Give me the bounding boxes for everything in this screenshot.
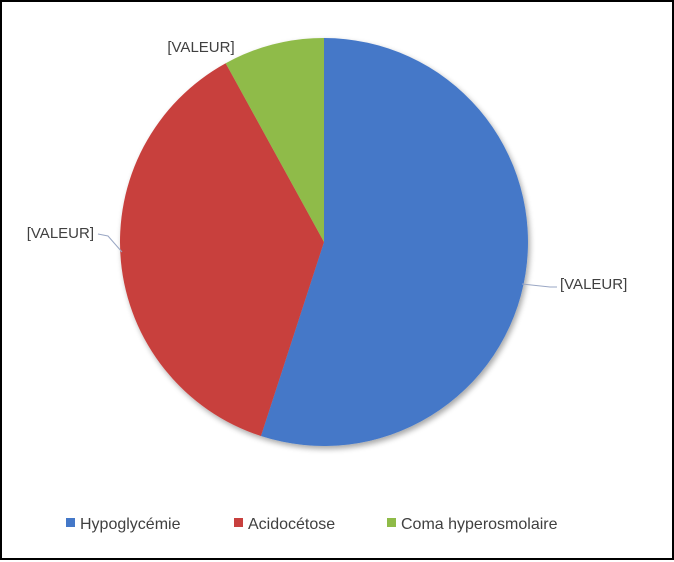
legend-label: Coma hyperosmolaire <box>401 516 558 533</box>
legend-label: Hypoglycémie <box>80 516 181 533</box>
legend: Hypoglycémie Acidocétose Coma hyperosmolai… <box>66 516 558 533</box>
legend-swatch <box>66 518 75 527</box>
legend-item-coma-hyperosmolaire: Coma hyperosmolaire <box>387 516 558 533</box>
pie-slice-acidocetose <box>119 63 325 437</box>
pie-slice-hypoglycemie <box>260 38 528 447</box>
data-label-hypoglycemie: [VALEUR] <box>560 276 627 293</box>
data-label-coma-hyperosmolaire: [VALEUR] <box>167 39 234 56</box>
legend-swatch <box>234 518 243 527</box>
legend-swatch <box>387 518 396 527</box>
data-label-acidocetose: [VALEUR] <box>27 225 94 242</box>
legend-item-acidocetose: Acidocétose <box>234 516 335 533</box>
legend-item-hypoglycemie: Hypoglycémie <box>66 516 181 533</box>
leader-line-acidocetose <box>97 233 123 253</box>
pie-slice-coma-hyperosmolaire <box>225 38 324 242</box>
leader-line-hypoglycemie <box>521 283 557 288</box>
legend-label: Acidocétose <box>248 516 335 533</box>
